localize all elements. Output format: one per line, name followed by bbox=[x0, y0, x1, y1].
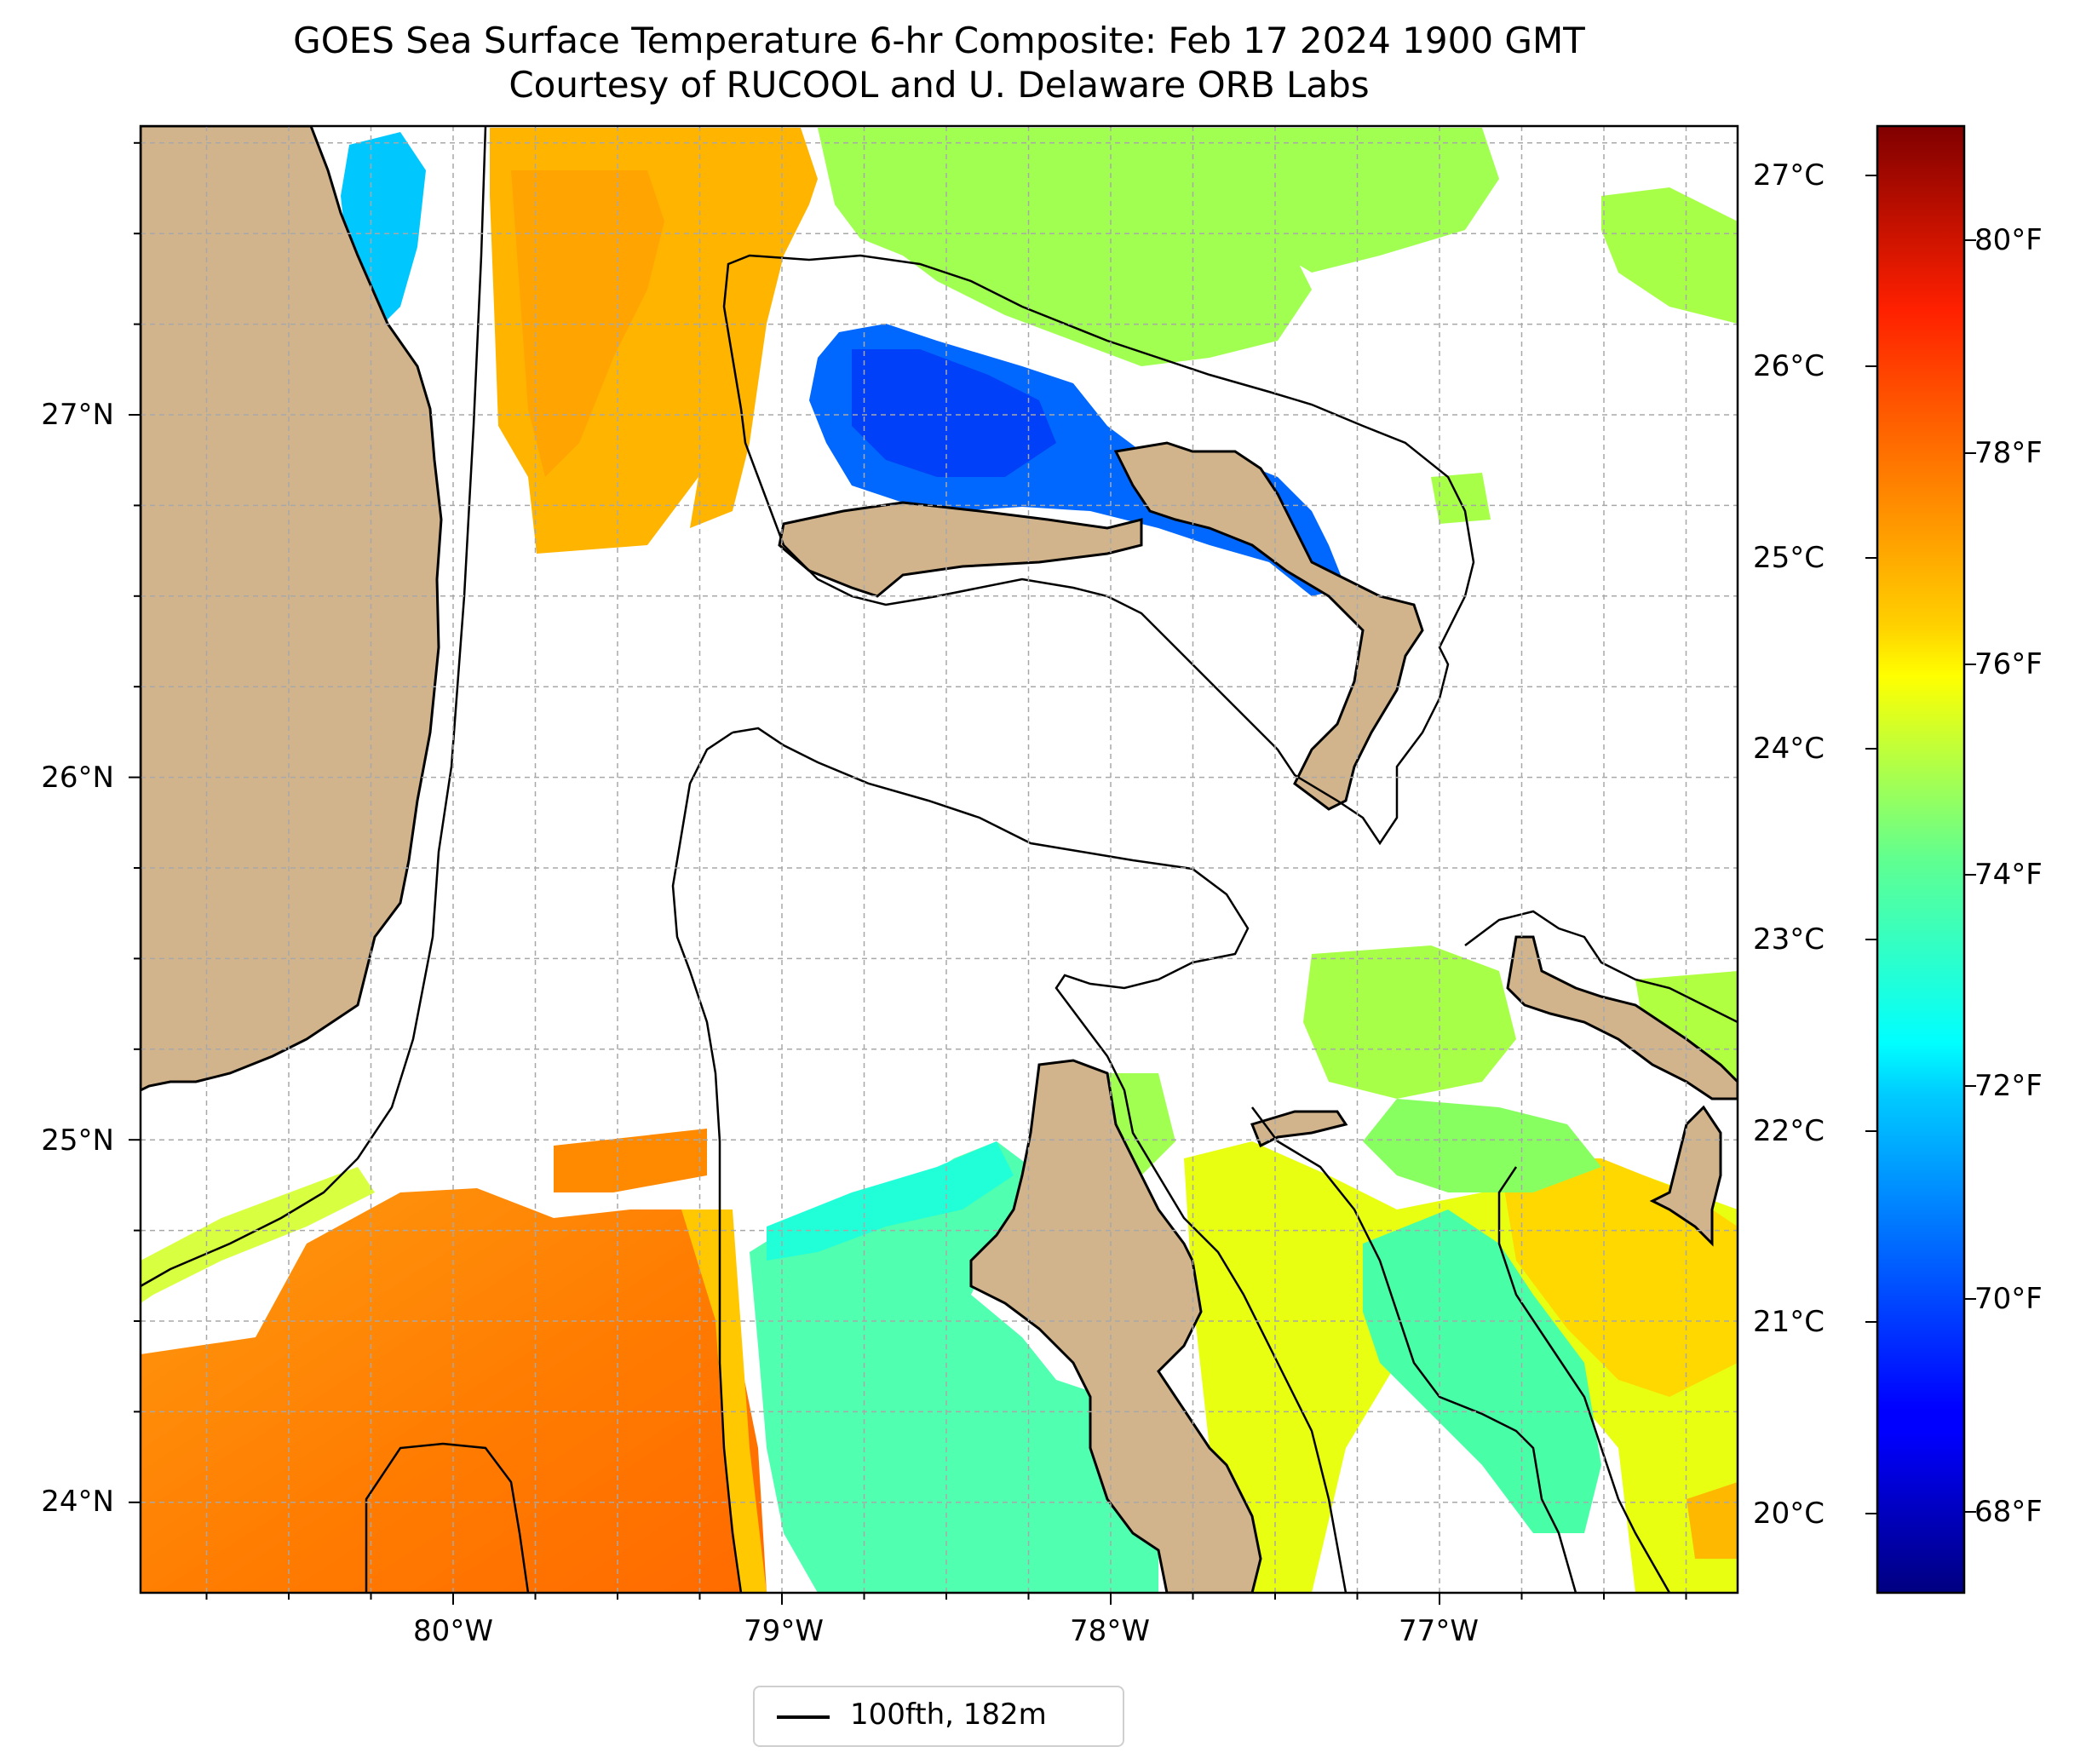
sst-patch-cold-pool-core bbox=[852, 349, 1056, 477]
colorbar-celsius-22: 22°C bbox=[1753, 1114, 1825, 1148]
colorbar-fahrenheit-74: 74°F bbox=[1974, 858, 2043, 892]
sst-patch-south-amber bbox=[681, 1210, 767, 1593]
colorbar-fahrenheit-70: 70°F bbox=[1974, 1282, 2043, 1316]
colorbar-fahrenheit-76: 76°F bbox=[1974, 647, 2043, 681]
lon-label-79w: 79°W bbox=[744, 1614, 824, 1648]
contour-florida-east bbox=[141, 126, 487, 1288]
sst-patch-southeast-green bbox=[1363, 1210, 1601, 1533]
sst-patch-north-green-2 bbox=[1099, 128, 1499, 273]
map-frame bbox=[139, 124, 1739, 1594]
lon-label-77w: 77°W bbox=[1399, 1614, 1479, 1648]
colorbar-celsius-20: 20°C bbox=[1753, 1497, 1825, 1531]
land-andros bbox=[969, 1059, 1262, 1593]
map-title: GOES Sea Surface Temperature 6-hr Compos… bbox=[293, 20, 1585, 61]
contour-exuma-sound bbox=[1251, 1106, 1577, 1593]
lon-label-78w: 78°W bbox=[1070, 1614, 1150, 1648]
lon-label-80w: 80°W bbox=[413, 1614, 493, 1648]
contour-southwest-loop bbox=[365, 1442, 530, 1593]
contour-eleuthera-shelf bbox=[1464, 910, 1738, 1024]
sst-patch-southeast-orange bbox=[1687, 1482, 1738, 1559]
land-new-providence bbox=[1250, 1110, 1348, 1148]
contour-south-east bbox=[1497, 1166, 1671, 1593]
sst-patch-straits-inner bbox=[511, 170, 664, 477]
lat-label-24: 24°N bbox=[41, 1485, 114, 1519]
sst-patch-southeast-amber bbox=[1499, 1158, 1738, 1397]
lat-label-27: 27°N bbox=[41, 398, 114, 432]
sst-patch-tongue-of-ocean bbox=[750, 1141, 1175, 1593]
colorbar-fahrenheit-68: 68°F bbox=[1974, 1495, 2043, 1529]
gridlines bbox=[141, 126, 1738, 1593]
colorbar-fahrenheit-72: 72°F bbox=[1974, 1069, 2043, 1103]
colorbar-ticks bbox=[1865, 175, 1976, 1514]
map-ticks bbox=[129, 141, 1687, 1605]
sst-patch-exumas-green-2 bbox=[1363, 1099, 1601, 1192]
lat-label-25: 25°N bbox=[41, 1123, 114, 1158]
contour-tongue-of-ocean-west bbox=[671, 731, 743, 1593]
legend-label: 100fth, 182m bbox=[850, 1698, 1047, 1732]
land-grand-bahama bbox=[778, 501, 1143, 598]
land-masses bbox=[141, 126, 1738, 1593]
sst-patch-north-green bbox=[818, 128, 1312, 366]
colorbar-celsius-25: 25°C bbox=[1753, 541, 1825, 575]
map-legend: 100fth, 182m bbox=[753, 1686, 1124, 1747]
land-abaco bbox=[1113, 441, 1424, 811]
sst-patch-east-green-small bbox=[1431, 473, 1491, 524]
legend-line-swatch bbox=[777, 1715, 830, 1719]
colorbar bbox=[1876, 124, 1966, 1594]
sst-patch-southwest bbox=[141, 1188, 767, 1593]
land-eleuthera bbox=[1506, 935, 1738, 1100]
sst-patch-keys-orange bbox=[554, 1129, 707, 1192]
contour-little-bahama-bank bbox=[722, 254, 1475, 846]
sst-patch-exumas-green bbox=[1303, 945, 1516, 1099]
land-florida bbox=[141, 126, 443, 1092]
colorbar-celsius-27: 27°C bbox=[1753, 158, 1825, 192]
contour-great-bahama-bank-west bbox=[732, 727, 1348, 1593]
colorbar-fahrenheit-80: 80°F bbox=[1974, 223, 2043, 257]
colorbar-celsius-23: 23°C bbox=[1753, 922, 1825, 957]
sst-patch-northeast-green bbox=[1601, 187, 1738, 324]
sst-patch-keys-yellow bbox=[141, 1167, 375, 1303]
colorbar-celsius-21: 21°C bbox=[1753, 1305, 1825, 1339]
map-subtitle: Courtesy of RUCOOL and U. Delaware ORB L… bbox=[509, 64, 1370, 106]
colorbar-fahrenheit-78: 78°F bbox=[1974, 436, 2043, 470]
lat-label-26: 26°N bbox=[41, 761, 114, 795]
colorbar-celsius-26: 26°C bbox=[1753, 349, 1825, 383]
isobath-100fth bbox=[141, 126, 1738, 1593]
colorbar-celsius-24: 24°C bbox=[1753, 732, 1825, 766]
